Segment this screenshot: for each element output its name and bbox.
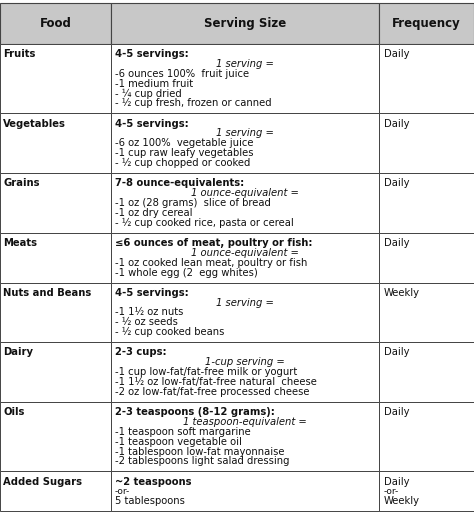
Text: Daily: Daily (384, 178, 410, 188)
Text: Vegetables: Vegetables (3, 119, 66, 128)
Text: - ½ oz seeds: - ½ oz seeds (115, 317, 178, 327)
Text: 1 ounce-equivalent =: 1 ounce-equivalent = (191, 248, 299, 258)
Text: Nuts and Beans: Nuts and Beans (3, 288, 91, 298)
Text: Added Sugars: Added Sugars (3, 476, 82, 487)
Bar (379, 402, 474, 471)
Text: - ½ cup cooked beans: - ½ cup cooked beans (115, 327, 224, 337)
Text: Grains: Grains (3, 178, 40, 188)
Text: 2-3 cups:: 2-3 cups: (115, 347, 166, 357)
Text: 1 teaspoon-equivalent =: 1 teaspoon-equivalent = (183, 417, 307, 427)
Text: -6 oz 100%  vegetable juice: -6 oz 100% vegetable juice (115, 138, 253, 148)
Bar (0, 233, 111, 283)
Bar (0, 114, 111, 173)
Bar (379, 173, 474, 233)
Bar (379, 233, 474, 283)
Text: Daily: Daily (384, 347, 410, 357)
Text: -1 1½ oz low-fat/fat-free natural  cheese: -1 1½ oz low-fat/fat-free natural cheese (115, 377, 317, 387)
Bar (379, 114, 474, 173)
Text: -2 oz low-fat/fat-free processed cheese: -2 oz low-fat/fat-free processed cheese (115, 387, 309, 397)
Bar (111, 173, 379, 233)
Text: -1 oz dry cereal: -1 oz dry cereal (115, 208, 192, 218)
Bar (111, 283, 379, 342)
Text: 4-5 servings:: 4-5 servings: (115, 49, 189, 59)
Text: 5 tablespoons: 5 tablespoons (115, 497, 184, 506)
Text: Daily: Daily (384, 476, 410, 487)
Text: - ½ cup chopped or cooked: - ½ cup chopped or cooked (115, 158, 250, 168)
Text: -or-: -or- (115, 487, 130, 495)
Text: 2-3 teaspoons (8-12 grams):: 2-3 teaspoons (8-12 grams): (115, 407, 274, 417)
Bar (111, 3, 379, 44)
Bar (379, 3, 474, 44)
Text: Daily: Daily (384, 119, 410, 128)
Bar (0, 3, 111, 44)
Bar (379, 283, 474, 342)
Text: -1 medium fruit: -1 medium fruit (115, 79, 193, 88)
Text: Oils: Oils (3, 407, 25, 417)
Text: -1 cup raw leafy vegetables: -1 cup raw leafy vegetables (115, 148, 253, 158)
Bar (111, 114, 379, 173)
Bar (379, 342, 474, 402)
Text: Weekly: Weekly (384, 288, 420, 298)
Text: - ¼ cup dried: - ¼ cup dried (115, 88, 182, 99)
Text: -1 1½ oz nuts: -1 1½ oz nuts (115, 307, 183, 318)
Text: -6 ounces 100%  fruit juice: -6 ounces 100% fruit juice (115, 69, 249, 79)
Text: - ½ cup cooked rice, pasta or cereal: - ½ cup cooked rice, pasta or cereal (115, 218, 293, 228)
Text: 4-5 servings:: 4-5 servings: (115, 288, 189, 298)
Bar (111, 233, 379, 283)
Text: Daily: Daily (384, 238, 410, 248)
Text: ~2 teaspoons: ~2 teaspoons (115, 476, 191, 487)
Text: -1 cup low-fat/fat-free milk or yogurt: -1 cup low-fat/fat-free milk or yogurt (115, 367, 297, 377)
Text: 1 serving =: 1 serving = (216, 128, 274, 138)
Text: Serving Size: Serving Size (204, 16, 286, 30)
Bar (0, 402, 111, 471)
Bar (379, 44, 474, 114)
Text: ≤6 ounces of meat, poultry or fish:: ≤6 ounces of meat, poultry or fish: (115, 238, 312, 248)
Bar (111, 471, 379, 511)
Bar (379, 471, 474, 511)
Text: 1 serving =: 1 serving = (216, 298, 274, 307)
Text: 4-5 servings:: 4-5 servings: (115, 119, 189, 128)
Bar (0, 342, 111, 402)
Text: -1 teaspoon soft margarine: -1 teaspoon soft margarine (115, 427, 250, 437)
Text: Meats: Meats (3, 238, 37, 248)
Text: Weekly: Weekly (384, 497, 420, 506)
Bar (0, 471, 111, 511)
Text: Fruits: Fruits (3, 49, 36, 59)
Text: - ½ cup fresh, frozen or canned: - ½ cup fresh, frozen or canned (115, 98, 271, 108)
Text: -1 whole egg (2  egg whites): -1 whole egg (2 egg whites) (115, 267, 257, 278)
Text: 1 serving =: 1 serving = (216, 59, 274, 69)
Text: Daily: Daily (384, 49, 410, 59)
Bar (111, 402, 379, 471)
Text: -1 tablespoon low-fat mayonnaise: -1 tablespoon low-fat mayonnaise (115, 447, 284, 456)
Bar (111, 44, 379, 114)
Text: Dairy: Dairy (3, 347, 33, 357)
Bar (0, 44, 111, 114)
Bar (0, 173, 111, 233)
Text: -1 oz cooked lean meat, poultry or fish: -1 oz cooked lean meat, poultry or fish (115, 258, 307, 268)
Text: -or-: -or- (384, 487, 399, 495)
Text: Daily: Daily (384, 407, 410, 417)
Text: 1 ounce-equivalent =: 1 ounce-equivalent = (191, 188, 299, 198)
Text: 1-cup serving =: 1-cup serving = (205, 357, 285, 368)
Bar (111, 342, 379, 402)
Text: Frequency: Frequency (392, 16, 461, 30)
Text: -1 oz (28 grams)  slice of bread: -1 oz (28 grams) slice of bread (115, 198, 271, 208)
Text: Food: Food (40, 16, 72, 30)
Text: -1 teaspoon vegetable oil: -1 teaspoon vegetable oil (115, 437, 242, 447)
Text: 7-8 ounce-equivalents:: 7-8 ounce-equivalents: (115, 178, 244, 188)
Text: -2 tablespoons light salad dressing: -2 tablespoons light salad dressing (115, 456, 289, 467)
Bar (0, 283, 111, 342)
